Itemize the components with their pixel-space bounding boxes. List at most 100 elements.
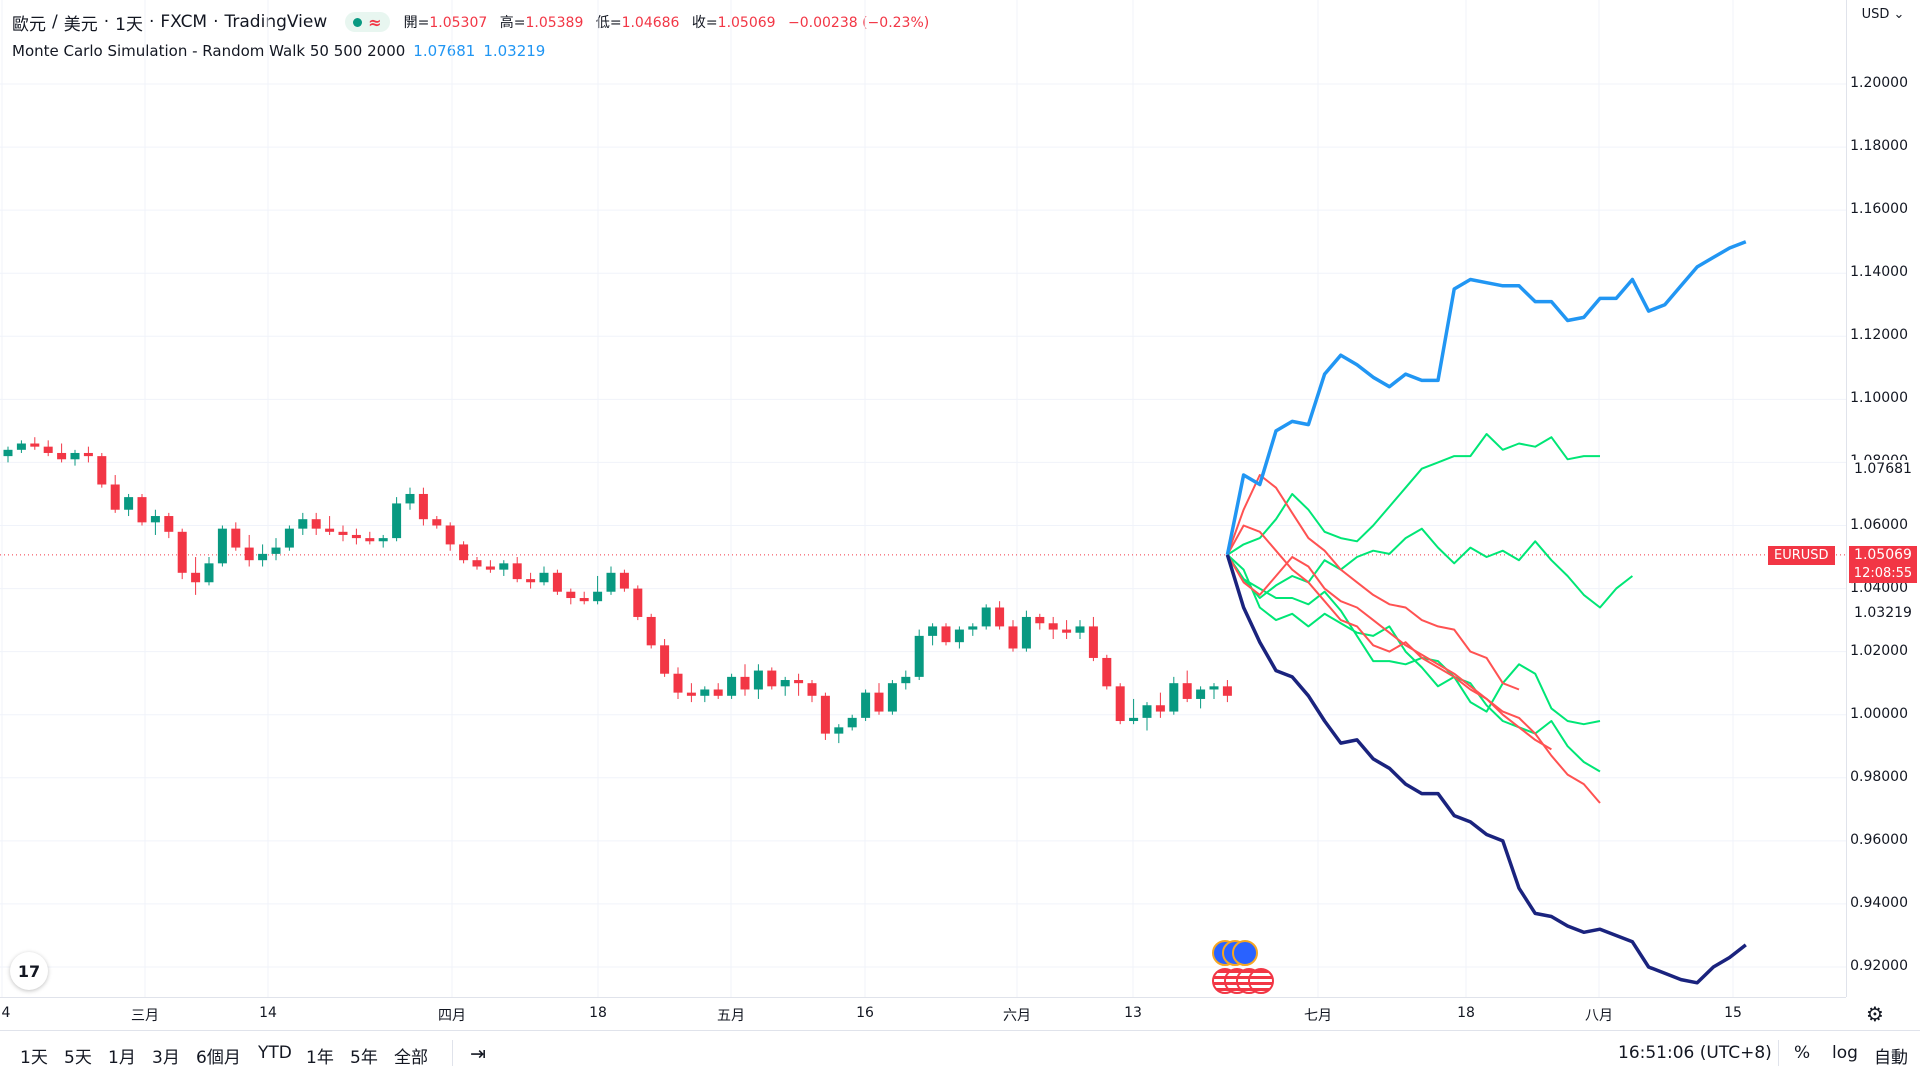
last-price-tag: 1.05069 (1849, 546, 1917, 565)
lower-envelope-path (1225, 554, 1747, 985)
price-tick-label: 1.14000 (1850, 264, 1908, 281)
time-tick-label: 4 (1, 1005, 11, 1021)
candle-body (1209, 686, 1219, 690)
candle-body (1062, 629, 1072, 633)
candle-body (204, 563, 214, 583)
indicator-name[interactable]: Monte Carlo Simulation - Random Walk 50 … (12, 42, 406, 60)
candle-body (499, 563, 509, 570)
price-tick-label: 1.00000 (1850, 705, 1908, 722)
exchange-label[interactable]: FXCM (160, 12, 208, 32)
candle-body (298, 519, 308, 529)
price-tick-label: 1.18000 (1850, 138, 1908, 155)
candle-body (646, 616, 656, 646)
candle-body (673, 673, 683, 693)
candle-body (1008, 626, 1018, 649)
candle-body (820, 695, 830, 734)
price-tick-label: 0.92000 (1850, 958, 1908, 974)
range-6m-button[interactable]: 6個月 (196, 1048, 241, 1068)
candle-body (258, 553, 268, 561)
clock-timezone[interactable]: 16:51:06 (UTC+8) (1618, 1043, 1772, 1063)
candle-body (110, 484, 120, 510)
data-delay-icon: ≈ (368, 12, 382, 32)
symbol-base[interactable]: 歐元 (12, 14, 46, 35)
candle-body (1088, 626, 1098, 658)
range-5y-button[interactable]: 5年 (350, 1048, 378, 1068)
candle-body (365, 538, 375, 542)
candle-body (1115, 686, 1125, 722)
close-key: 收 (691, 15, 706, 31)
candle-body (1182, 683, 1192, 699)
candle-body (244, 547, 254, 561)
candle-body (619, 572, 629, 589)
candle-body (606, 572, 616, 592)
candle-body (405, 493, 415, 504)
candle-body (1129, 717, 1139, 722)
price-tick-label: 1.10000 (1850, 390, 1908, 407)
range-all-button[interactable]: 全部 (394, 1048, 428, 1068)
candle-body (124, 497, 134, 510)
toolbar-divider (1778, 1040, 1779, 1066)
candle-body (418, 493, 428, 520)
goto-date-icon[interactable]: ⇥ (470, 1043, 486, 1065)
price-chart[interactable] (0, 0, 1846, 997)
price-tick-label: 1.12000 (1850, 327, 1908, 344)
candle-body (30, 443, 40, 447)
candle-body (284, 528, 294, 548)
candle-body (753, 670, 763, 690)
high-key: 高 (499, 15, 514, 31)
log-scale-toggle[interactable]: log (1832, 1043, 1858, 1063)
range-ytd-button[interactable]: YTD (258, 1043, 292, 1063)
range-1m-button[interactable]: 1月 (108, 1048, 136, 1068)
ohlc-values: 開=1.05307 高=1.05389 低=1.04686 收=1.05069 … (403, 15, 930, 31)
candle-body (177, 531, 187, 573)
interval-label[interactable]: 1天 (115, 14, 143, 35)
simulation-path (1226, 554, 1601, 726)
candle-body (914, 635, 924, 677)
candle-body (57, 452, 67, 460)
range-1y-button[interactable]: 1年 (306, 1048, 334, 1068)
range-5d-button[interactable]: 5天 (64, 1048, 92, 1068)
us-flag-icon (1248, 968, 1274, 994)
settings-gear-icon[interactable]: ⚙ (1866, 1002, 1884, 1026)
percent-scale-toggle[interactable]: % (1794, 1043, 1811, 1063)
indicator-legend[interactable]: Monte Carlo Simulation - Random Walk 50 … (12, 40, 545, 62)
candle-body (325, 528, 335, 532)
candle-body (1035, 616, 1045, 624)
price-tick-label: 1.20000 (1850, 75, 1908, 91)
simulation-path (1226, 554, 1601, 773)
candle-body (552, 572, 562, 592)
time-tick-label: 15 (1724, 1005, 1742, 1021)
price-tick-label: 0.96000 (1850, 831, 1908, 848)
chevron-down-icon: ⌄ (1893, 7, 1905, 22)
candle-body (981, 607, 991, 627)
candle-body (338, 531, 348, 535)
range-1d-button[interactable]: 1天 (20, 1048, 48, 1068)
bottom-toolbar (0, 1030, 1920, 1081)
time-axis[interactable] (0, 997, 1846, 1030)
eu-flag-icon (1232, 940, 1258, 966)
candle-body (526, 579, 536, 583)
auto-scale-toggle[interactable]: 自動 (1874, 1048, 1908, 1068)
candle-body (150, 516, 160, 523)
market-status-pill[interactable]: ≈ (345, 12, 390, 32)
candle-body (633, 588, 643, 617)
symbol-legend: 歐元 / 美元 · 1天 · FXCM · TradingView ≈ 開=1.… (12, 10, 930, 35)
candle-body (700, 689, 710, 696)
time-tick-label: 三月 (131, 1008, 159, 1024)
candle-body (579, 598, 589, 602)
candle-body (43, 446, 53, 453)
range-3m-button[interactable]: 3月 (152, 1048, 180, 1068)
bar-countdown: 12:08:55 (1849, 564, 1917, 583)
time-tick-label: 13 (1124, 1005, 1142, 1021)
currency-selector[interactable]: USD ⌄ (1846, 7, 1920, 22)
symbol-quote[interactable]: 美元 (63, 14, 98, 35)
candle-body (1048, 623, 1058, 630)
simulation-path (1226, 527, 1634, 609)
candle-body (995, 607, 1005, 627)
tradingview-logo[interactable]: 17 (10, 952, 48, 990)
upper-value-tag: 1.07681 (1849, 460, 1917, 479)
candle-body (1196, 689, 1206, 699)
price-axis[interactable] (1846, 0, 1920, 997)
time-tick-label: 18 (1457, 1005, 1475, 1021)
dot-separator: · (213, 12, 219, 32)
